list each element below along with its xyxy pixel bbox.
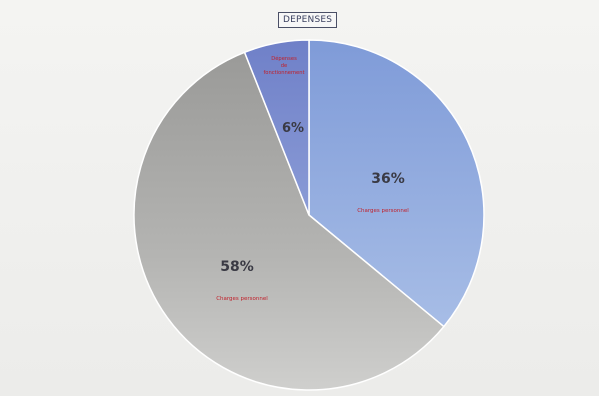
slice-percent-label: 36% bbox=[371, 171, 405, 187]
pie-slice bbox=[308, 39, 485, 328]
chart-title: DEPENSES bbox=[278, 12, 338, 28]
slice-category-label: Charges personnel bbox=[357, 208, 409, 214]
slice-percent-label: 58% bbox=[220, 259, 254, 275]
pie-slice bbox=[133, 51, 445, 391]
pie-slice bbox=[243, 39, 310, 216]
slice-percent-label: 6% bbox=[282, 121, 304, 136]
slice-category-label: Dépenses de fonctionnement bbox=[263, 55, 304, 76]
slice-category-label: Charges personnel bbox=[216, 296, 268, 302]
